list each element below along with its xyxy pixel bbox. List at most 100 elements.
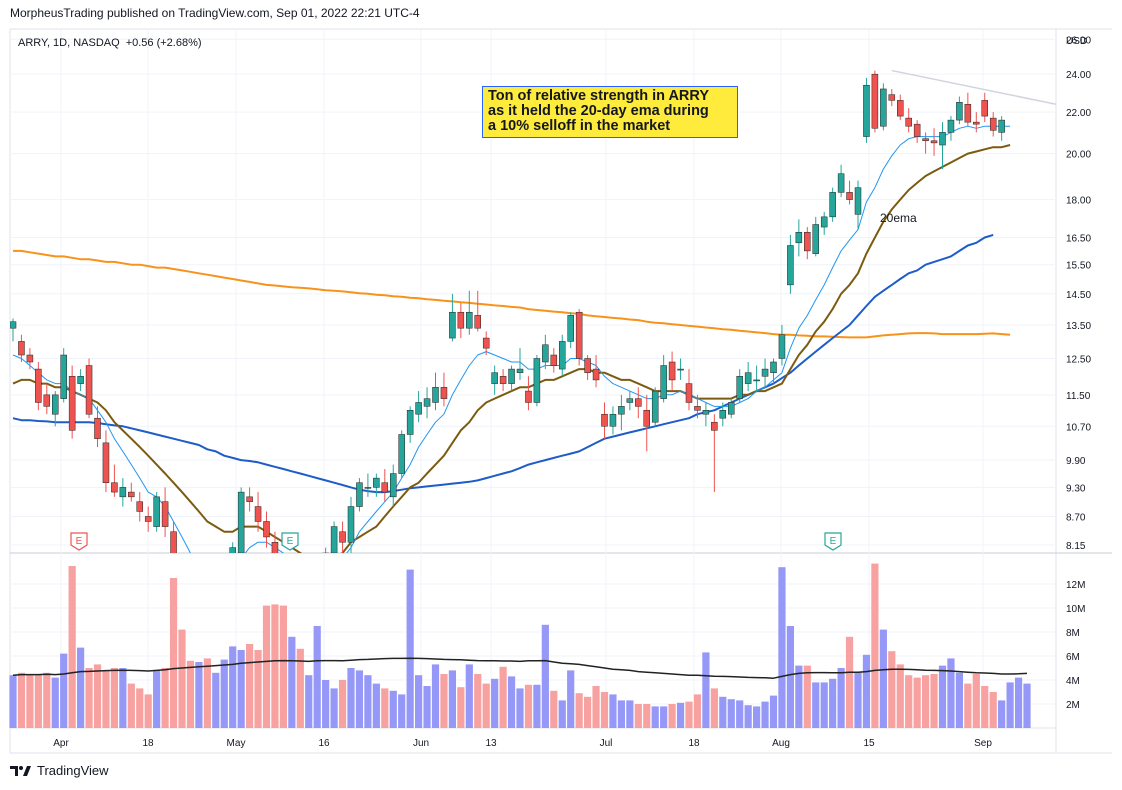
candle-body bbox=[837, 173, 845, 193]
volume-bar bbox=[922, 675, 930, 728]
candle-up bbox=[491, 365, 498, 395]
candle-body bbox=[897, 100, 904, 117]
candle-body bbox=[10, 321, 17, 329]
candle-up bbox=[854, 180, 862, 230]
candle-body bbox=[592, 368, 600, 381]
candle-body bbox=[761, 368, 769, 377]
volume-bar bbox=[795, 665, 803, 728]
volume-bar bbox=[862, 654, 871, 728]
candle-body bbox=[913, 123, 921, 137]
ema-20-label: 20ema bbox=[880, 211, 917, 225]
candle-body bbox=[213, 605, 219, 617]
candle-down bbox=[930, 128, 938, 156]
earnings-marker: E bbox=[281, 532, 299, 551]
volume-bar bbox=[575, 693, 583, 728]
volume-bar bbox=[930, 674, 938, 728]
volume-bar bbox=[524, 684, 533, 728]
candle-down bbox=[263, 511, 270, 548]
candle-body bbox=[263, 521, 270, 538]
volume-bar bbox=[685, 701, 693, 728]
volume-bar bbox=[558, 700, 566, 728]
candle-body bbox=[482, 337, 490, 349]
candle-up bbox=[221, 575, 227, 611]
candle-body bbox=[35, 368, 42, 403]
volume-bar bbox=[262, 605, 271, 728]
volume-bar bbox=[169, 578, 178, 728]
candle-body bbox=[533, 358, 541, 403]
candle-up bbox=[423, 387, 431, 419]
candle-body bbox=[846, 192, 853, 200]
candle-up bbox=[829, 187, 836, 222]
candle-body bbox=[820, 216, 828, 228]
candle-up bbox=[956, 96, 963, 125]
volume-bar bbox=[17, 672, 26, 728]
volume-tick-label: 8M bbox=[1066, 628, 1080, 639]
price-axis[interactable]: 26.00 24.00 22.00 20.00 18.00 16.50 15.50 14.50… bbox=[1066, 35, 1091, 552]
volume-bar bbox=[110, 668, 118, 728]
candle-up bbox=[559, 334, 566, 377]
candle-up bbox=[119, 478, 127, 507]
candle-up bbox=[728, 398, 735, 419]
candle-body bbox=[643, 410, 650, 427]
ema-10-line bbox=[12, 125, 1011, 553]
volume-bar bbox=[153, 670, 161, 728]
candle-body bbox=[144, 516, 152, 522]
earnings-marker: E bbox=[824, 532, 842, 551]
candle-body bbox=[542, 344, 549, 363]
price-tick-label: 10.70 bbox=[1066, 422, 1091, 433]
volume-bar bbox=[499, 666, 507, 728]
candle-up bbox=[322, 547, 329, 553]
volume-bar bbox=[296, 648, 304, 728]
candle-down bbox=[474, 290, 481, 332]
candle-body bbox=[457, 311, 465, 329]
candle-up bbox=[787, 234, 794, 294]
candle-body bbox=[466, 311, 473, 329]
volume-bar bbox=[845, 636, 854, 728]
candle-down bbox=[144, 506, 152, 532]
volume-bar bbox=[322, 680, 330, 728]
candle-up bbox=[196, 593, 202, 630]
candle-up bbox=[609, 406, 617, 435]
candle-body bbox=[516, 368, 524, 373]
volume-bar bbox=[871, 563, 879, 728]
volume-bar bbox=[313, 626, 321, 728]
candle-up bbox=[778, 324, 786, 366]
candle-down bbox=[592, 355, 600, 388]
volume-bar bbox=[753, 706, 761, 728]
volume-bar bbox=[676, 702, 685, 728]
candle-down bbox=[457, 302, 465, 339]
candle-body bbox=[829, 192, 836, 218]
footer: TradingView bbox=[10, 763, 109, 778]
time-axis[interactable]: Apr 18 May 16 Jun 13 Jul 18 Aug 15 Sep bbox=[53, 738, 992, 749]
candle-body bbox=[43, 394, 51, 407]
candle-body bbox=[60, 354, 67, 399]
candle-body bbox=[128, 491, 135, 498]
candle-body bbox=[685, 383, 693, 403]
candle-body bbox=[575, 311, 583, 359]
volume-bar bbox=[812, 682, 820, 728]
price-tick-label: 16.50 bbox=[1066, 233, 1091, 244]
candle-body bbox=[68, 376, 76, 431]
time-tick-label: Jul bbox=[600, 738, 613, 749]
candle-body bbox=[52, 394, 59, 415]
candle-down bbox=[694, 394, 701, 419]
candle-down bbox=[711, 414, 718, 493]
resistance-trendline bbox=[891, 69, 1057, 105]
candle-body bbox=[136, 501, 143, 512]
legend-symbol: ARRY, 1D, NASDAQ +0.56 (+2.68%) bbox=[18, 37, 202, 49]
candle-body bbox=[998, 119, 1005, 133]
candle-body bbox=[956, 102, 963, 121]
candle-down bbox=[575, 309, 583, 366]
volume-bar bbox=[34, 674, 42, 728]
candle-up bbox=[567, 312, 574, 349]
candle-body bbox=[964, 104, 972, 123]
volume-bar bbox=[271, 604, 279, 728]
volume-bar bbox=[955, 672, 963, 728]
candle-up bbox=[306, 575, 312, 611]
candle-down bbox=[635, 387, 642, 419]
candle-body bbox=[381, 482, 389, 493]
candle-body bbox=[787, 245, 794, 286]
candle-body bbox=[795, 231, 803, 244]
candle-body bbox=[728, 402, 735, 415]
